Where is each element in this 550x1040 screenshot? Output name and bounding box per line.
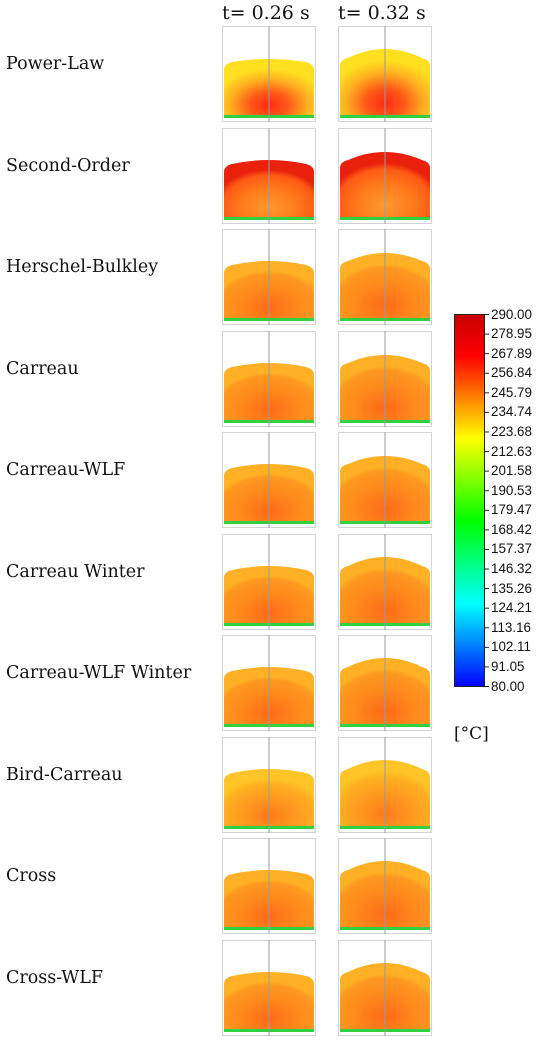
model-label: Cross <box>6 866 57 886</box>
contour-panel <box>338 229 432 325</box>
model-label: Carreau-WLF Winter <box>6 663 192 683</box>
model-label: Cross-WLF <box>6 967 103 988</box>
colorbar-tick-label: 290.00 <box>491 306 532 322</box>
contour-panel <box>222 838 316 934</box>
column-title-t032: t= 0.32 s <box>338 2 426 24</box>
colorbar-tick-label: 135.26 <box>491 580 532 596</box>
contour-panel <box>338 330 432 427</box>
contour-panel <box>338 533 432 630</box>
model-label: Carreau Winter <box>6 561 145 582</box>
model-label: Power-Law <box>6 54 105 74</box>
model-label: Carreau <box>6 358 79 379</box>
contour-panel <box>338 432 432 528</box>
contour-panel <box>222 26 316 122</box>
colorbar-tick-label: 168.42 <box>491 521 532 537</box>
contour-panel <box>222 635 316 731</box>
colorbar-tick-label: 234.74 <box>491 404 532 420</box>
contour-panel <box>222 533 316 630</box>
colorbar-tick-label: 124.21 <box>491 600 532 616</box>
colorbar-tick-label: 256.84 <box>491 365 532 381</box>
contour-panel <box>338 26 432 122</box>
colorbar-tick-label: 267.89 <box>491 345 532 361</box>
colorbar-bar <box>454 314 485 687</box>
colorbar-tick-label: 245.79 <box>491 384 532 400</box>
contour-panel <box>222 432 316 528</box>
colorbar-gradient <box>454 314 489 687</box>
contour-panel <box>338 127 432 224</box>
contour-panel <box>222 229 316 325</box>
colorbar-tick-label: 80.00 <box>491 678 525 694</box>
contour-panel <box>338 838 432 934</box>
contour-panel <box>222 127 316 224</box>
model-label: Bird-Carreau <box>6 764 123 785</box>
contour-panel <box>338 736 432 833</box>
colorbar-tick-label: 113.16 <box>491 619 531 635</box>
contour-panel <box>222 736 316 833</box>
colorbar-tick-label: 190.53 <box>491 482 532 498</box>
contour-panel <box>338 635 432 731</box>
colorbar-tick-label: 179.47 <box>491 502 532 518</box>
colorbar: 290.00 278.95 267.89 256.84 245.79 234.74 223.… <box>454 307 532 744</box>
colorbar-tick-label: 201.58 <box>491 463 532 479</box>
model-label: Carreau-WLF <box>6 460 126 480</box>
model-label: Herschel-Bulkley <box>6 257 159 277</box>
colorbar-tick-label: 157.37 <box>491 541 532 557</box>
colorbar-tick-label: 146.32 <box>491 561 532 577</box>
colorbar-tick-label: 91.05 <box>491 658 525 674</box>
colorbar-tick-label: 223.68 <box>491 423 532 439</box>
colorbar-tick-label: 212.63 <box>491 443 532 459</box>
column-title-t026: t= 0.26 s <box>222 2 310 24</box>
colorbar-unit: [°C] <box>454 724 489 744</box>
contour-panel <box>222 330 316 427</box>
model-label: Second-Order <box>6 155 130 176</box>
contour-panel <box>222 939 316 1036</box>
colorbar-tick-label: 102.11 <box>491 639 531 655</box>
colorbar-tick-label: 278.95 <box>491 326 532 342</box>
contour-panel <box>338 939 432 1036</box>
